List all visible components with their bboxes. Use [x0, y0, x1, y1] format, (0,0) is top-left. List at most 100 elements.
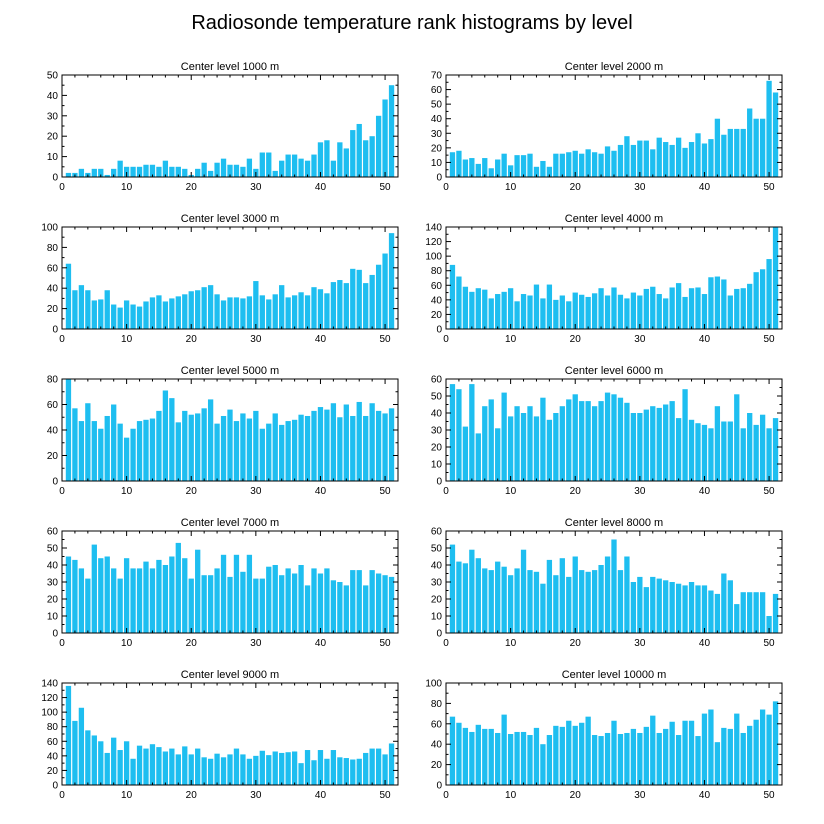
x-tick-label: 20 [186, 182, 198, 193]
bar [527, 153, 533, 177]
bar [65, 172, 72, 177]
bar [149, 164, 156, 177]
panel-title: Center level 1000 m [181, 61, 279, 73]
bar [507, 734, 514, 785]
bar [495, 732, 501, 785]
bar [630, 413, 637, 481]
bar [136, 568, 143, 633]
bar [572, 150, 578, 177]
bar [682, 296, 688, 329]
bar [123, 558, 130, 633]
bar [111, 568, 117, 633]
bar [188, 291, 194, 329]
bar [162, 160, 169, 177]
bar [753, 424, 759, 481]
bar [285, 421, 291, 481]
x-tick-label: 40 [699, 334, 711, 345]
bar [337, 582, 343, 633]
bar [772, 92, 779, 177]
y-tick-label: 60 [47, 400, 59, 411]
x-tick-label: 0 [59, 638, 65, 649]
y-tick-label: 20 [431, 595, 443, 606]
bar [266, 566, 272, 633]
bar [317, 573, 324, 633]
bar [175, 754, 181, 785]
y-tick-label: 60 [431, 527, 443, 538]
bar [382, 754, 388, 785]
x-tick-label: 10 [121, 182, 133, 193]
x-tick-label: 40 [315, 486, 327, 497]
bar [727, 421, 733, 481]
y-tick-label: 40 [431, 561, 443, 572]
bar [130, 758, 136, 785]
bar [540, 298, 546, 329]
bar [617, 397, 624, 481]
bar [579, 722, 585, 785]
y-tick-label: 80 [47, 375, 59, 386]
bar [585, 716, 591, 785]
x-tick-label: 50 [380, 790, 392, 801]
bar [143, 164, 149, 177]
bar [488, 168, 494, 177]
bar [162, 565, 169, 633]
y-tick-label: 30 [47, 578, 59, 589]
bar [272, 565, 278, 633]
y-tick-label: 40 [47, 426, 59, 437]
bar [740, 128, 746, 177]
bar [533, 416, 540, 481]
bar [259, 750, 265, 785]
bar [337, 280, 343, 329]
y-tick-label: 10 [47, 612, 59, 623]
bar [304, 160, 311, 177]
bar [753, 118, 759, 177]
bar [117, 750, 123, 785]
bar [143, 748, 149, 785]
bar [169, 166, 175, 177]
panel-title: Center level 4000 m [565, 213, 663, 225]
bar [162, 751, 169, 785]
bar [475, 724, 481, 785]
bar [78, 421, 85, 481]
bar [456, 722, 462, 785]
bar [350, 759, 356, 785]
bar [740, 288, 746, 329]
bar [462, 563, 469, 633]
bar [175, 296, 181, 329]
x-tick-label: 30 [250, 334, 262, 345]
panel-6: Center level 6000 m 0 10 20 30 40 50 0 10 20 30 40 5… [431, 365, 783, 497]
bar [266, 423, 272, 482]
bar [220, 415, 227, 481]
bar [656, 407, 662, 481]
bar [330, 403, 337, 481]
bar [298, 763, 304, 785]
bar [240, 571, 246, 633]
y-tick-label: 0 [436, 781, 442, 792]
x-tick-label: 0 [59, 182, 65, 193]
bar [324, 758, 330, 785]
bar [656, 137, 662, 177]
bar [279, 424, 285, 481]
x-tick-label: 40 [699, 638, 711, 649]
y-tick-label: 20 [431, 443, 443, 454]
panel-title: Center level 5000 m [181, 365, 279, 377]
bar [266, 755, 272, 785]
bar [123, 166, 130, 177]
bar [766, 259, 772, 329]
bar [540, 160, 546, 177]
bar [669, 582, 675, 633]
bar [324, 293, 330, 329]
bar [350, 415, 356, 481]
bar [747, 592, 753, 633]
y-tick-label: 20 [47, 304, 59, 315]
bar [527, 735, 533, 785]
bar [227, 576, 233, 633]
bar [330, 282, 337, 329]
bar [469, 549, 475, 633]
bar [572, 556, 578, 633]
bar [740, 732, 746, 785]
bar [363, 585, 369, 633]
bar [714, 406, 721, 481]
bar [456, 561, 462, 633]
bar [740, 428, 746, 481]
bar [130, 304, 136, 329]
